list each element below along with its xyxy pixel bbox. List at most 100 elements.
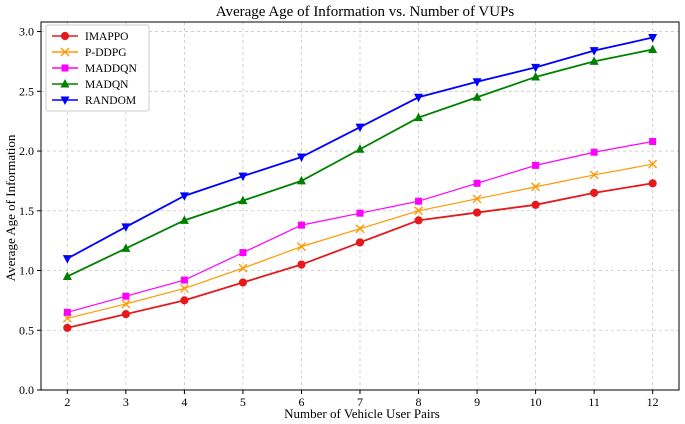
legend-item-p-ddpg: P-DDPG xyxy=(52,47,127,59)
data-point-madqn xyxy=(648,44,658,53)
data-point-madqn xyxy=(589,56,599,65)
data-point-p-ddpg xyxy=(179,283,189,293)
series-lines xyxy=(62,34,658,332)
legend: IMAPPO P-DDPG MADDQN MADQN RANDOM xyxy=(45,24,150,112)
data-point-maddqn xyxy=(473,179,481,187)
data-point-random xyxy=(472,78,482,87)
data-point-madqn xyxy=(296,175,306,185)
data-point-madqn xyxy=(238,195,248,205)
data-point-p-ddpg xyxy=(296,242,306,252)
legend-marker-random xyxy=(60,96,70,105)
data-point-madqn xyxy=(531,71,541,81)
data-point-p-ddpg xyxy=(472,194,482,204)
data-point-random xyxy=(62,255,72,264)
legend-marker-imappo xyxy=(60,31,70,41)
legend-item-random: RANDOM xyxy=(52,95,136,107)
data-point-maddqn xyxy=(239,249,247,257)
data-point-maddqn xyxy=(532,161,540,169)
data-point-imappo xyxy=(297,260,306,269)
data-point-p-ddpg xyxy=(121,299,131,309)
data-point-maddqn xyxy=(63,308,71,316)
x-axis-ticks: 2 3 4 5 6 7 8 9 10 11 12 xyxy=(64,390,659,409)
series-imappo xyxy=(63,179,657,332)
data-point-madqn xyxy=(355,144,365,153)
x-tick-label: 6 xyxy=(298,395,304,409)
series-random xyxy=(62,34,658,264)
data-point-p-ddpg xyxy=(589,170,599,180)
data-point-imappo xyxy=(472,208,482,217)
data-point-random xyxy=(121,223,131,232)
x-tick-label: 8 xyxy=(416,395,422,409)
legend-item-madqn: MADQN xyxy=(52,79,129,91)
y-axis-ticks: 0.0 0.5 1.0 1.5 2.0 2.5 3.0 xyxy=(19,25,41,397)
y-axis-label: Average Age of Information xyxy=(3,134,18,281)
data-point-imappo xyxy=(414,216,423,225)
data-point-maddqn xyxy=(590,148,598,156)
series-maddqn xyxy=(63,137,657,316)
data-point-random xyxy=(531,63,541,73)
x-tick-label: 2 xyxy=(64,395,70,409)
data-point-maddqn xyxy=(649,137,657,145)
data-point-random xyxy=(589,47,599,56)
data-point-maddqn xyxy=(356,209,364,217)
y-tick-label: 0.5 xyxy=(19,323,34,337)
legend-box xyxy=(45,24,150,112)
legend-label-madqn: MADQN xyxy=(85,79,129,91)
data-point-p-ddpg xyxy=(238,263,248,273)
legend-item-imappo: IMAPPO xyxy=(52,31,128,43)
data-point-madqn xyxy=(472,92,482,101)
y-tick-label: 2.0 xyxy=(19,144,34,158)
x-tick-label: 3 xyxy=(123,395,129,409)
data-point-imappo xyxy=(63,323,72,332)
data-point-imappo xyxy=(590,188,599,197)
legend-marker-maddqn xyxy=(61,64,69,72)
data-point-imappo xyxy=(648,179,657,188)
y-tick-label: 1.0 xyxy=(19,264,34,278)
x-tick-label: 5 xyxy=(240,395,246,409)
data-point-random xyxy=(648,34,658,43)
data-point-imappo xyxy=(355,238,365,247)
data-point-imappo xyxy=(121,310,130,319)
legend-marker-p-ddpg xyxy=(60,47,70,57)
data-point-p-ddpg xyxy=(648,159,658,169)
data-point-maddqn xyxy=(415,197,423,205)
data-point-p-ddpg xyxy=(414,206,424,216)
data-point-madqn xyxy=(414,112,424,122)
x-tick-label: 9 xyxy=(474,395,480,409)
x-tick-label: 10 xyxy=(530,395,542,409)
x-tick-label: 11 xyxy=(588,395,600,409)
data-point-random xyxy=(238,172,248,182)
data-point-random xyxy=(355,123,365,133)
data-point-madqn xyxy=(62,271,72,280)
data-point-random xyxy=(179,192,189,201)
legend-label-random: RANDOM xyxy=(85,95,136,107)
data-point-maddqn xyxy=(297,221,305,229)
legend-label-imappo: IMAPPO xyxy=(85,31,128,43)
x-tick-label: 4 xyxy=(181,395,187,409)
series-madqn xyxy=(62,44,658,280)
data-point-madqn xyxy=(179,215,189,224)
x-tick-label: 12 xyxy=(647,395,659,409)
data-point-p-ddpg xyxy=(355,224,365,234)
data-point-random xyxy=(414,93,424,103)
data-point-maddqn xyxy=(122,292,130,300)
data-point-imappo xyxy=(238,278,248,287)
legend-item-maddqn: MADDQN xyxy=(52,63,137,75)
data-point-imappo xyxy=(180,296,189,305)
legend-marker-madqn xyxy=(60,79,70,88)
legend-label-maddqn: MADDQN xyxy=(85,63,137,75)
data-point-imappo xyxy=(531,200,540,209)
legend-label-p-ddpg: P-DDPG xyxy=(85,47,127,59)
data-point-random xyxy=(296,153,306,163)
y-tick-label: 3.0 xyxy=(19,25,34,39)
y-tick-label: 0.0 xyxy=(19,383,34,397)
y-tick-label: 2.5 xyxy=(19,84,34,98)
x-tick-label: 7 xyxy=(357,395,363,409)
data-point-maddqn xyxy=(180,276,188,284)
data-point-p-ddpg xyxy=(531,182,541,192)
x-axis-label: Number of Vehicle User Pairs xyxy=(284,406,440,421)
data-point-madqn xyxy=(121,243,131,252)
y-tick-label: 1.5 xyxy=(19,204,34,218)
chart-title: Average Age of Information vs. Number of… xyxy=(216,4,515,20)
